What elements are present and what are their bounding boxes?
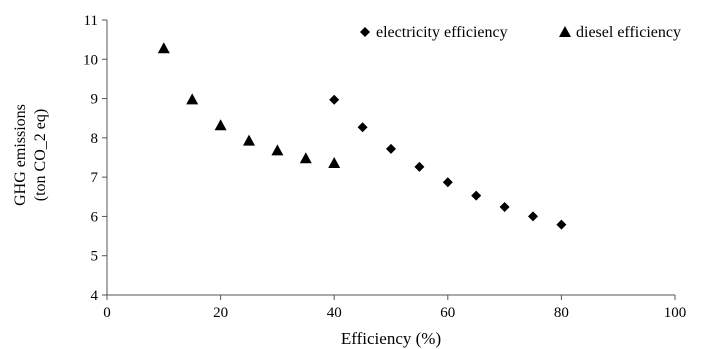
y-axis-label-line-2: (ton CO_2 eq) bbox=[32, 109, 49, 201]
diesel-data-point bbox=[214, 119, 227, 131]
x-axis-label: Efficiency (%) bbox=[341, 329, 441, 348]
x-tick-label: 100 bbox=[664, 305, 687, 321]
legend-diesel-label: diesel efficiency bbox=[576, 24, 681, 41]
legend-electricity-marker bbox=[360, 27, 370, 37]
y-tick-label: 8 bbox=[91, 131, 99, 147]
data-marks bbox=[157, 42, 567, 230]
legend-diesel-marker bbox=[559, 26, 571, 37]
electricity-data-point bbox=[414, 161, 425, 172]
diesel-data-point bbox=[157, 42, 170, 54]
electricity-data-point bbox=[357, 122, 368, 133]
axes bbox=[106, 20, 675, 296]
y-tick-label: 5 bbox=[91, 249, 99, 265]
y-tick-label: 4 bbox=[91, 288, 99, 304]
y-tick-label: 10 bbox=[83, 52, 98, 68]
y-tick-label: 11 bbox=[84, 13, 98, 29]
diesel-data-point bbox=[243, 134, 255, 146]
legend: electricity efficiency diesel efficiency bbox=[360, 24, 681, 41]
y-tick-label: 7 bbox=[91, 170, 99, 186]
series-electricity-efficiency bbox=[329, 94, 567, 230]
axis-ticks: 4 5 6 7 8 9 10 11 0 20 40 60 80 100 bbox=[83, 13, 686, 321]
electricity-data-point bbox=[471, 190, 482, 201]
diesel-data-point bbox=[186, 93, 199, 105]
y-axis-label-line-1: GHG emissions bbox=[12, 104, 29, 206]
legend-electricity-label: electricity efficiency bbox=[376, 24, 508, 41]
electricity-data-point bbox=[386, 143, 396, 154]
diesel-data-point bbox=[271, 144, 284, 156]
y-tick-label: 6 bbox=[91, 209, 99, 225]
series-diesel-efficiency bbox=[157, 42, 341, 168]
electricity-data-point bbox=[556, 219, 567, 230]
x-tick-label: 40 bbox=[327, 305, 342, 321]
x-tick-label: 20 bbox=[213, 305, 228, 321]
electricity-data-point bbox=[499, 202, 510, 212]
electricity-data-point bbox=[442, 177, 453, 188]
x-tick-label: 80 bbox=[554, 305, 569, 321]
diesel-data-point bbox=[299, 152, 312, 164]
electricity-data-point bbox=[528, 211, 538, 222]
electricity-data-point bbox=[329, 94, 340, 105]
diesel-data-point bbox=[328, 157, 341, 168]
x-tick-label: 60 bbox=[440, 305, 455, 321]
y-tick-label: 9 bbox=[91, 92, 99, 108]
x-tick-label: 0 bbox=[103, 305, 111, 321]
